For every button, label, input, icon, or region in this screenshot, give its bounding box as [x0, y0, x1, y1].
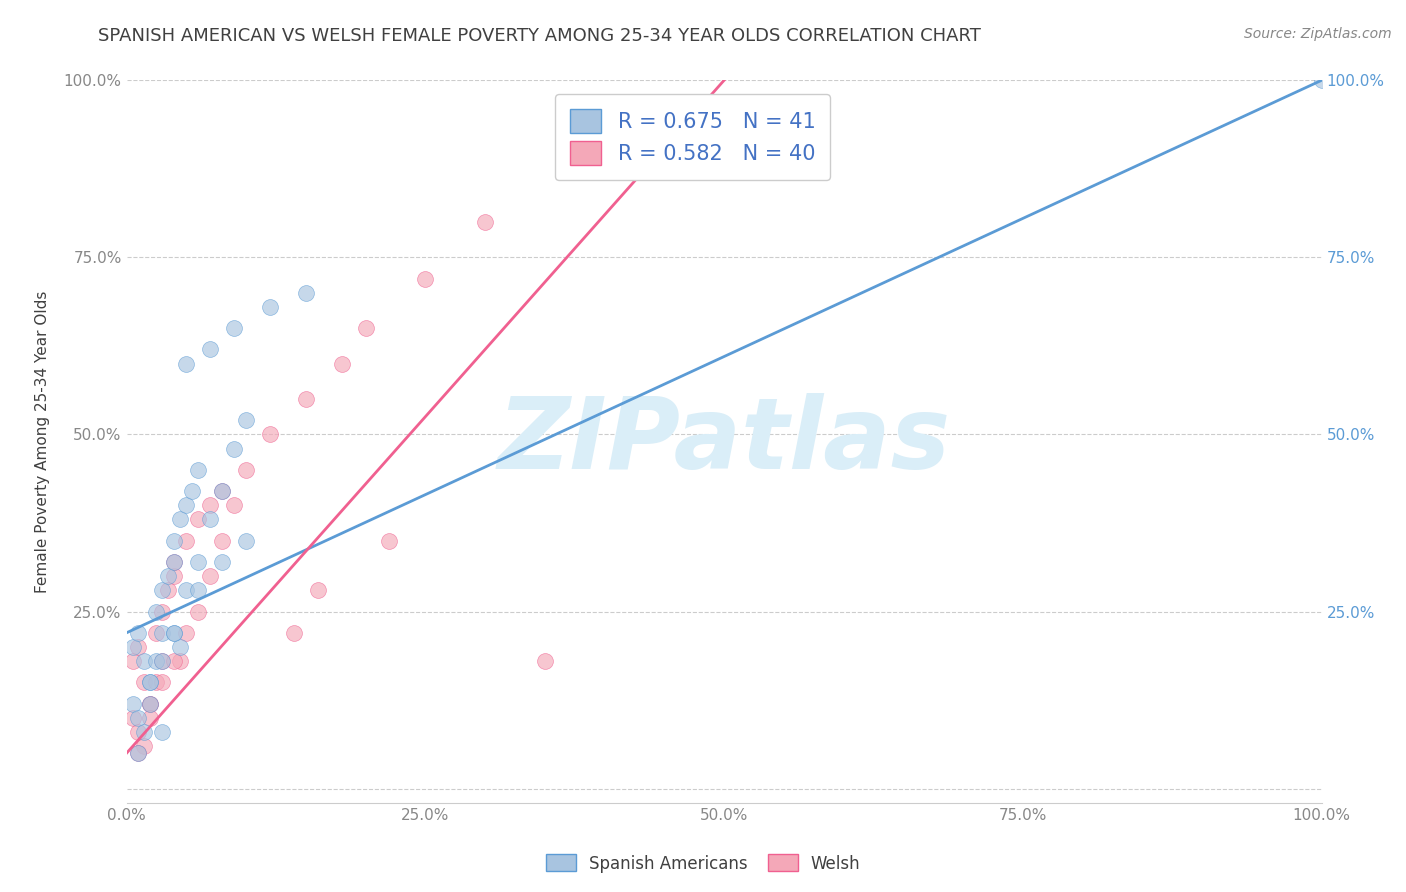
Welsh	[378, 533, 401, 548]
Spanish Americans	[139, 675, 162, 690]
Welsh	[127, 746, 149, 760]
Welsh	[150, 654, 174, 668]
Welsh	[174, 533, 197, 548]
Welsh	[187, 512, 209, 526]
Welsh	[139, 697, 162, 711]
Welsh	[163, 654, 186, 668]
Spanish Americans	[145, 605, 167, 619]
Spanish Americans	[211, 484, 233, 499]
Welsh	[145, 675, 167, 690]
Spanish Americans	[169, 512, 191, 526]
Text: ZIPatlas: ZIPatlas	[498, 393, 950, 490]
Spanish Americans	[134, 654, 156, 668]
Spanish Americans	[174, 357, 197, 371]
Welsh	[533, 654, 555, 668]
Welsh	[307, 583, 329, 598]
Legend: Spanish Americans, Welsh: Spanish Americans, Welsh	[538, 847, 868, 880]
Spanish Americans	[294, 285, 316, 300]
Spanish Americans	[235, 413, 257, 427]
Welsh	[174, 625, 197, 640]
Spanish Americans	[163, 625, 186, 640]
Welsh	[294, 392, 316, 406]
Welsh	[150, 675, 174, 690]
Spanish Americans	[174, 583, 197, 598]
Spanish Americans	[139, 675, 162, 690]
Welsh	[222, 498, 246, 512]
Welsh	[200, 498, 222, 512]
Spanish Americans	[121, 697, 143, 711]
Spanish Americans	[187, 463, 209, 477]
Spanish Americans	[163, 555, 186, 569]
Spanish Americans	[127, 711, 149, 725]
Welsh	[169, 654, 191, 668]
Spanish Americans	[222, 321, 246, 335]
Spanish Americans	[187, 583, 209, 598]
Spanish Americans	[200, 512, 222, 526]
Welsh	[139, 711, 162, 725]
Spanish Americans	[121, 640, 143, 654]
Spanish Americans	[150, 725, 174, 739]
Welsh	[134, 739, 156, 753]
Welsh	[127, 725, 149, 739]
Spanish Americans	[145, 654, 167, 668]
Spanish Americans	[150, 625, 174, 640]
Welsh	[283, 625, 305, 640]
Welsh	[157, 583, 180, 598]
Spanish Americans	[127, 625, 149, 640]
Spanish Americans	[127, 746, 149, 760]
Welsh	[121, 711, 143, 725]
Welsh	[121, 654, 143, 668]
Spanish Americans	[169, 640, 191, 654]
Welsh	[259, 427, 281, 442]
Spanish Americans	[174, 498, 197, 512]
Spanish Americans	[259, 300, 281, 314]
Welsh	[330, 357, 353, 371]
Welsh	[200, 569, 222, 583]
Welsh	[150, 605, 174, 619]
Welsh	[163, 555, 186, 569]
Welsh	[474, 215, 496, 229]
Spanish Americans	[181, 484, 204, 499]
Spanish Americans	[150, 583, 174, 598]
Spanish Americans	[163, 625, 186, 640]
Y-axis label: Female Poverty Among 25-34 Year Olds: Female Poverty Among 25-34 Year Olds	[35, 291, 49, 592]
Spanish Americans	[187, 555, 209, 569]
Welsh	[413, 271, 436, 285]
Legend: R = 0.675   N = 41, R = 0.582   N = 40: R = 0.675 N = 41, R = 0.582 N = 40	[555, 95, 830, 180]
Welsh	[211, 484, 233, 499]
Spanish Americans	[157, 569, 180, 583]
Welsh	[211, 533, 233, 548]
Welsh	[354, 321, 377, 335]
Spanish Americans	[1310, 73, 1333, 87]
Spanish Americans	[222, 442, 246, 456]
Welsh	[145, 625, 167, 640]
Welsh	[235, 463, 257, 477]
Spanish Americans	[139, 697, 162, 711]
Text: Source: ZipAtlas.com: Source: ZipAtlas.com	[1244, 27, 1392, 41]
Welsh	[134, 675, 156, 690]
Welsh	[139, 697, 162, 711]
Welsh	[127, 640, 149, 654]
Spanish Americans	[150, 654, 174, 668]
Spanish Americans	[200, 343, 222, 357]
Spanish Americans	[163, 533, 186, 548]
Welsh	[187, 605, 209, 619]
Welsh	[163, 569, 186, 583]
Text: SPANISH AMERICAN VS WELSH FEMALE POVERTY AMONG 25-34 YEAR OLDS CORRELATION CHART: SPANISH AMERICAN VS WELSH FEMALE POVERTY…	[98, 27, 981, 45]
Spanish Americans	[134, 725, 156, 739]
Spanish Americans	[235, 533, 257, 548]
Spanish Americans	[211, 555, 233, 569]
